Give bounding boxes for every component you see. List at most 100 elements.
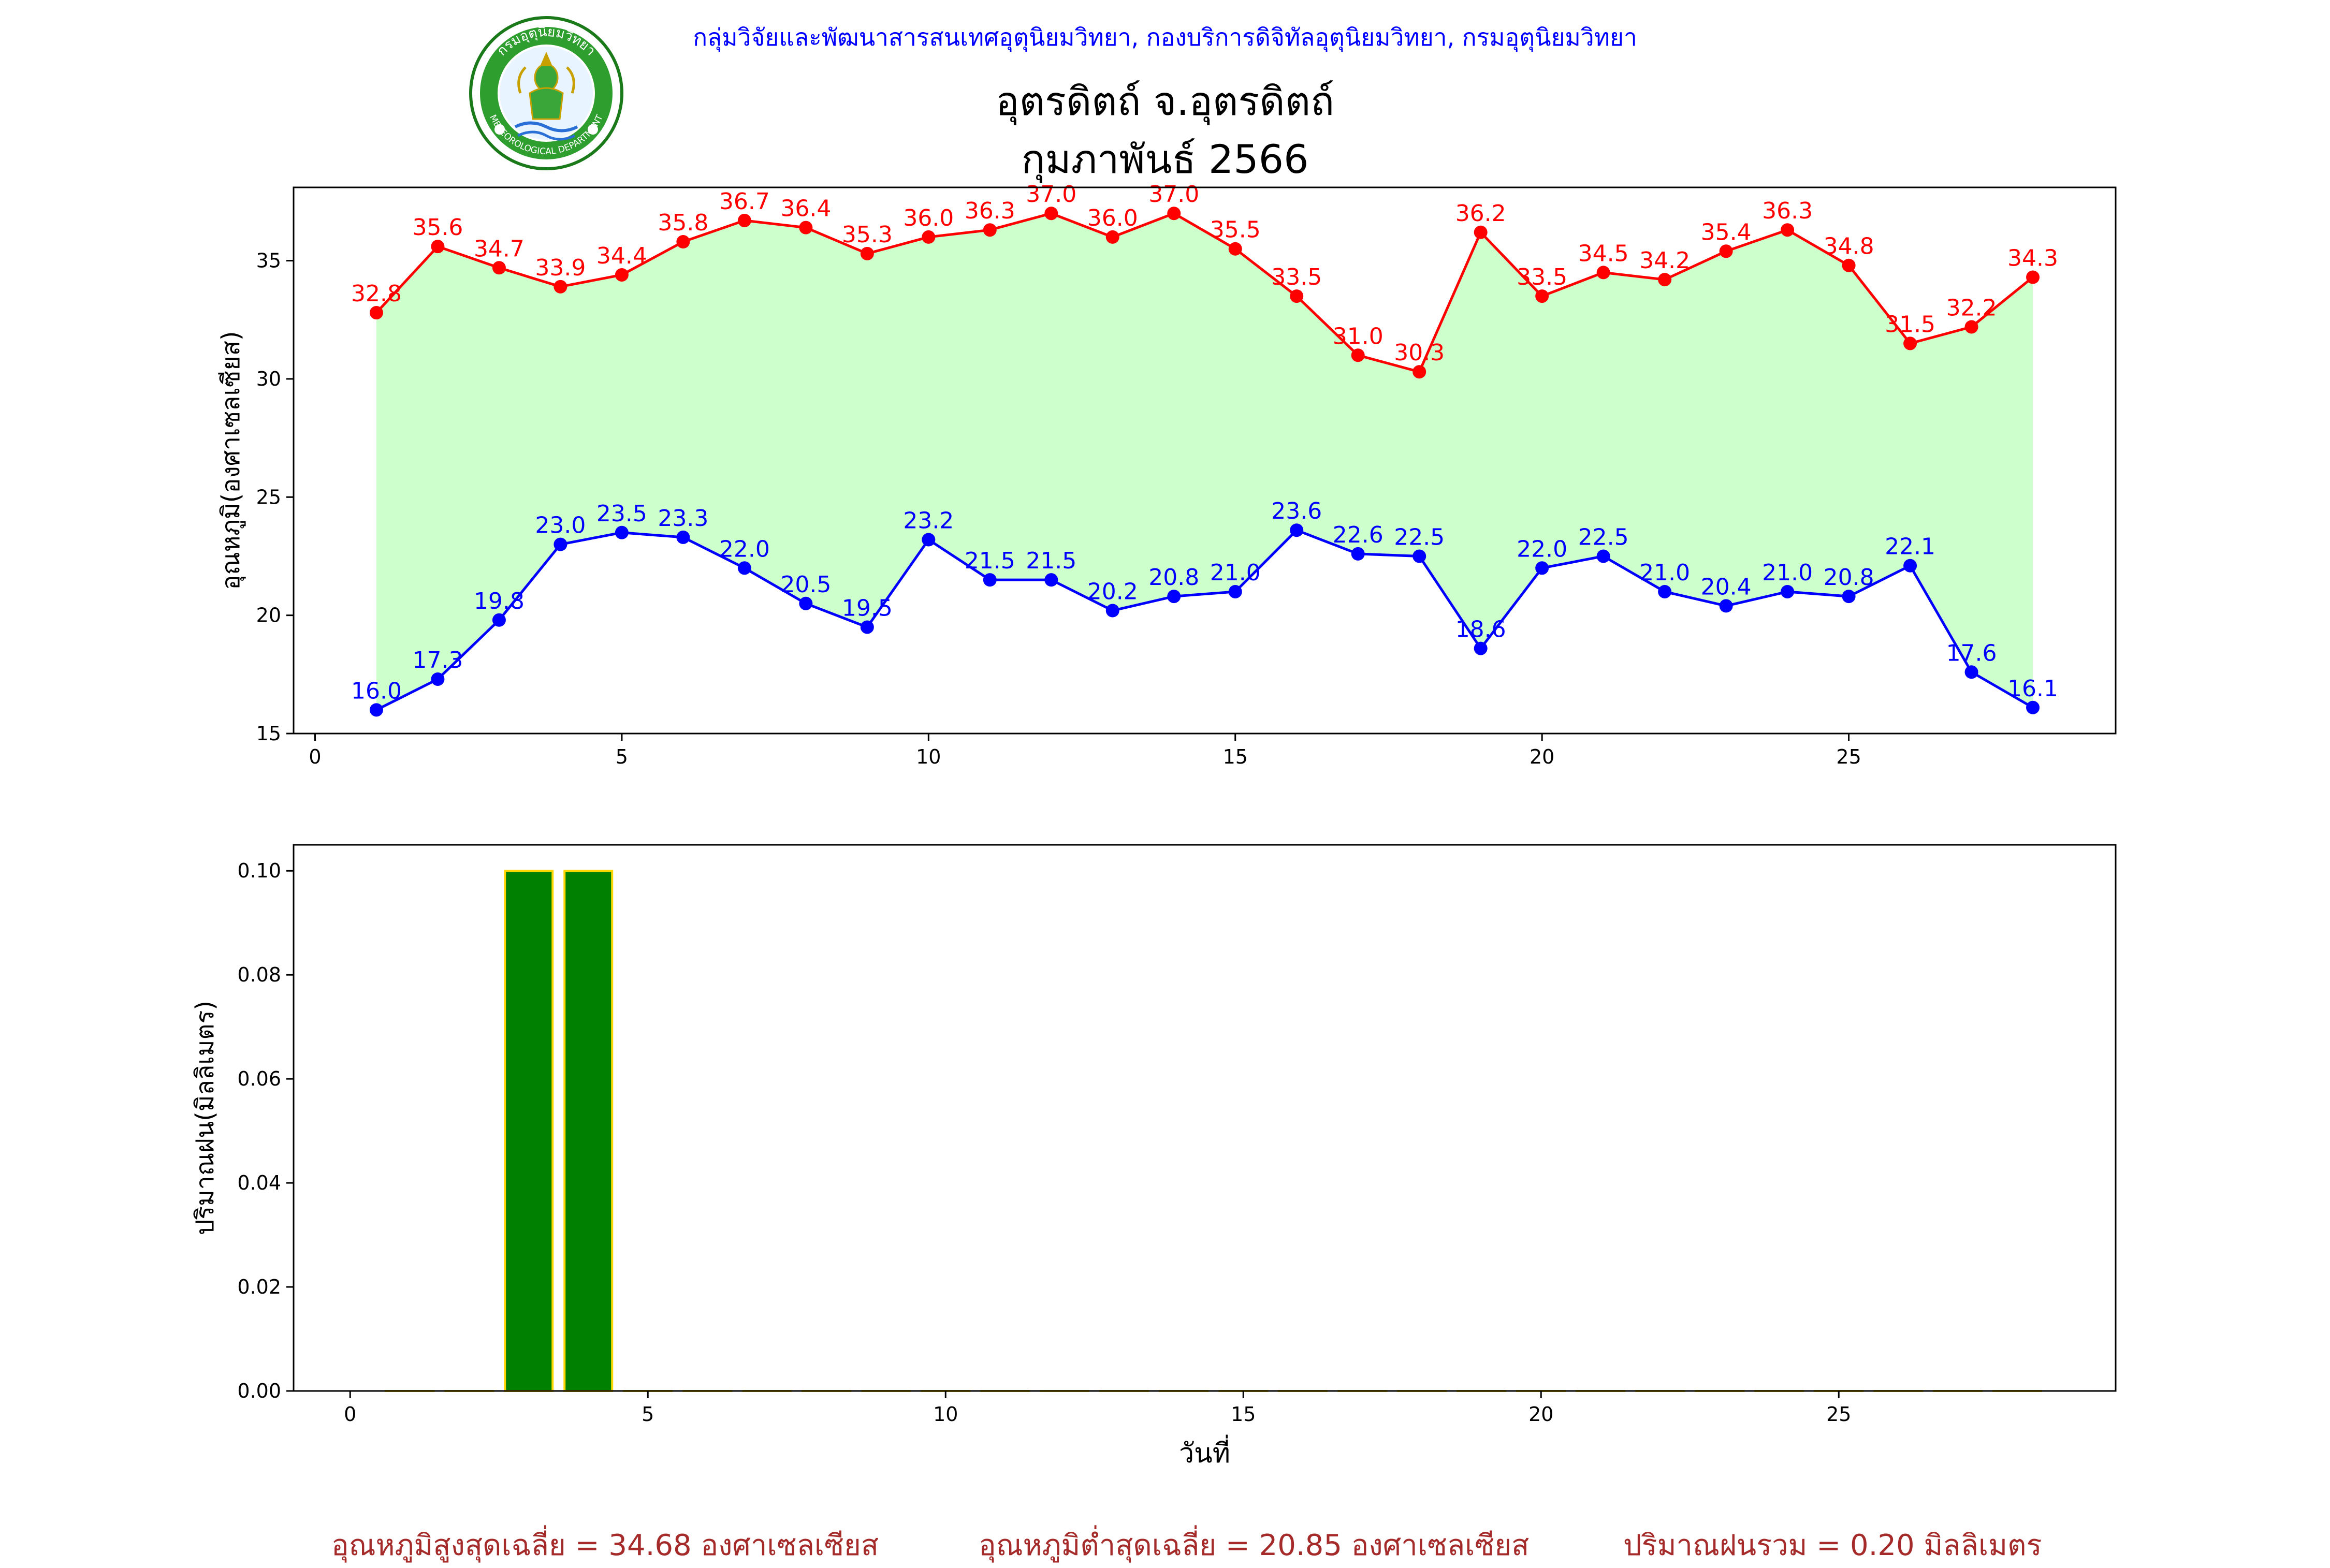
min-temp-point xyxy=(676,531,690,544)
min-temp-label: 23.2 xyxy=(903,507,954,534)
max-temp-label: 32.2 xyxy=(1946,295,1997,321)
max-temp-point xyxy=(1044,207,1058,220)
max-temp-label: 36.2 xyxy=(1455,200,1506,227)
max-temp-point xyxy=(492,261,506,274)
max-temp-point xyxy=(1597,266,1610,279)
x-tick-label: 20 xyxy=(1530,745,1554,768)
max-temp-point xyxy=(799,221,812,235)
max-temp-label: 34.5 xyxy=(1578,240,1629,267)
min-temp-point xyxy=(1167,590,1181,603)
min-temp-label: 22.0 xyxy=(719,536,770,562)
max-temp-point xyxy=(922,230,935,244)
min-temp-average: อุณหภูมิต่ำสุดเฉลี่ย = 20.85 องศาเซลเซีย… xyxy=(979,1522,1529,1568)
min-temp-label: 22.5 xyxy=(1394,524,1445,550)
min-temp-point xyxy=(1474,642,1488,655)
max-temp-label: 34.8 xyxy=(1824,233,1874,260)
x-tick-label: 5 xyxy=(642,1403,654,1426)
x-tick-label: 10 xyxy=(916,745,941,768)
max-temp-label: 37.0 xyxy=(1148,181,1199,208)
max-temp-point xyxy=(615,268,629,282)
max-temp-label: 33.5 xyxy=(1271,264,1322,290)
x-tick-label: 5 xyxy=(616,745,628,768)
max-temp-point xyxy=(1290,289,1303,303)
min-temp-label: 22.6 xyxy=(1333,522,1384,548)
x-tick-label: 20 xyxy=(1528,1403,1553,1426)
max-temp-point xyxy=(431,240,444,253)
max-temp-label: 35.5 xyxy=(1210,217,1261,243)
min-temp-point xyxy=(431,672,444,686)
max-temp-point xyxy=(1106,230,1119,244)
min-temp-point xyxy=(1842,590,1856,603)
x-tick-label: 25 xyxy=(1836,745,1861,768)
min-temp-point xyxy=(554,538,567,551)
min-temp-point xyxy=(1229,585,1242,598)
y-tick-label: 25 xyxy=(256,486,281,508)
min-temp-point xyxy=(861,620,874,634)
max-temp-average: อุณหภูมิสูงสุดเฉลี่ย = 34.68 องศาเซลเซีย… xyxy=(331,1522,879,1568)
y-tick-label: 0.10 xyxy=(237,859,281,882)
min-temp-label: 23.5 xyxy=(596,501,647,527)
min-temp-label: 21.5 xyxy=(1026,548,1076,574)
min-temp-point xyxy=(1781,585,1794,598)
min-temp-point xyxy=(1965,665,1978,679)
x-tick-label: 25 xyxy=(1826,1403,1851,1426)
x-tick-label: 10 xyxy=(933,1403,958,1426)
min-temp-label: 17.3 xyxy=(412,647,463,673)
min-temp-point xyxy=(1412,549,1426,563)
max-temp-label: 36.3 xyxy=(965,198,1015,224)
max-temp-point xyxy=(554,280,567,294)
y-tick-label: 15 xyxy=(256,722,281,745)
max-temp-label: 33.5 xyxy=(1517,264,1567,290)
min-temp-label: 21.5 xyxy=(965,548,1015,574)
max-temp-point xyxy=(983,223,997,237)
x-tick-label: 15 xyxy=(1223,745,1248,768)
max-temp-point xyxy=(1351,348,1365,362)
max-temp-label: 35.4 xyxy=(1701,219,1752,245)
rain-bar xyxy=(505,871,552,1391)
y-tick-label: 0.04 xyxy=(237,1171,281,1194)
min-temp-point xyxy=(1106,604,1119,618)
min-temp-label: 21.0 xyxy=(1639,560,1690,586)
y-tick-label: 0.02 xyxy=(237,1276,281,1298)
x-tick-label: 0 xyxy=(344,1403,356,1426)
max-temp-point xyxy=(1781,223,1794,237)
min-temp-label: 20.4 xyxy=(1701,574,1752,600)
max-temp-label: 36.7 xyxy=(719,188,770,215)
min-temp-label: 19.8 xyxy=(474,588,525,614)
y-axis-label: ปริมาณฝน(มิลลิเมตร) xyxy=(191,1001,220,1235)
min-temp-point xyxy=(1290,523,1303,537)
min-temp-label: 16.1 xyxy=(2007,676,2058,702)
min-temp-label: 23.6 xyxy=(1271,498,1322,524)
max-temp-point xyxy=(1474,226,1488,239)
min-temp-point xyxy=(1535,561,1549,575)
max-temp-label: 34.3 xyxy=(2007,245,2058,272)
min-temp-point xyxy=(1658,585,1671,598)
temperature-range-fill xyxy=(376,213,2033,710)
max-temp-label: 37.0 xyxy=(1026,181,1076,208)
min-temp-point xyxy=(1044,573,1058,587)
max-temp-label: 31.5 xyxy=(1885,311,1935,338)
min-temp-label: 21.0 xyxy=(1210,560,1261,586)
min-temp-point xyxy=(1903,559,1917,573)
min-temp-label: 22.0 xyxy=(1517,536,1567,562)
min-temp-label: 22.1 xyxy=(1885,534,1935,560)
x-axis-label: วันที่ xyxy=(1179,1434,1230,1469)
min-temp-label: 20.8 xyxy=(1148,564,1199,591)
min-temp-point xyxy=(922,533,935,546)
y-tick-label: 20 xyxy=(256,604,281,627)
min-temp-point xyxy=(799,597,812,610)
max-temp-label: 30.3 xyxy=(1394,340,1445,366)
max-temp-point xyxy=(738,214,751,227)
min-temp-point xyxy=(738,561,751,575)
rain-bar xyxy=(564,871,612,1391)
min-temp-label: 17.6 xyxy=(1946,640,1997,666)
x-tick-label: 0 xyxy=(309,745,321,768)
min-temp-point xyxy=(492,613,506,627)
max-temp-point xyxy=(1658,273,1671,286)
max-temp-point xyxy=(1903,336,1917,350)
max-temp-label: 35.8 xyxy=(658,210,708,236)
max-temp-point xyxy=(370,306,383,319)
max-temp-label: 33.9 xyxy=(535,255,586,281)
min-temp-label: 21.0 xyxy=(1762,560,1813,586)
